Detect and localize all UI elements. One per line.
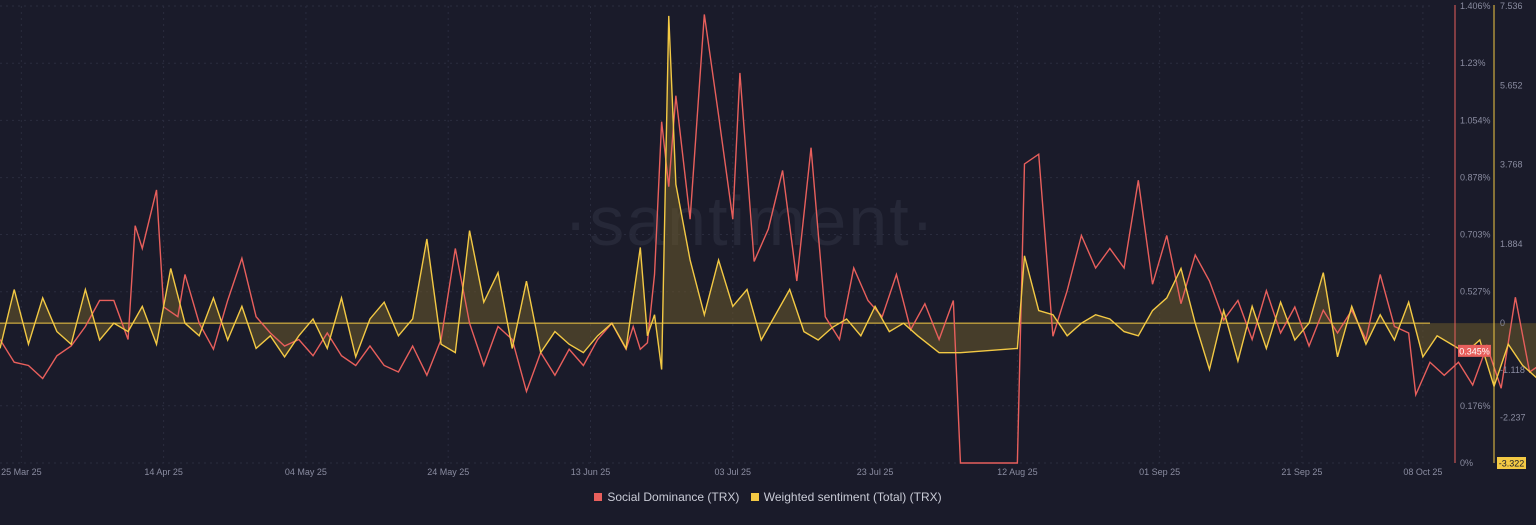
left-axis-tick-label: 1.23% (1460, 58, 1486, 68)
left-axis-tick-label: 0.703% (1460, 230, 1491, 240)
x-axis-tick-label: 21 Sep 25 (1281, 467, 1322, 477)
social-current-badge (1458, 344, 1491, 357)
sentiment-current-value: -3.322 (1499, 459, 1525, 469)
legend-label-sentiment: Weighted sentiment (Total) (TRX) (763, 490, 942, 504)
left-axis-tick-label: 0% (1460, 458, 1473, 468)
weighted-sentiment-line (0, 15, 1536, 389)
x-axis-tick-label: 25 Mar 25 (1, 467, 42, 477)
left-axis-tick-label: 0.527% (1460, 287, 1491, 297)
x-axis-tick-label: 23 Jul 25 (857, 467, 894, 477)
weighted-sentiment-swatch (750, 493, 759, 501)
social-dominance-swatch (594, 493, 603, 501)
x-axis-tick-label: 13 Jun 25 (571, 467, 611, 477)
right-axis-tick-label: -2.237 (1500, 412, 1526, 422)
left-axis-tick-label: 1.054% (1460, 115, 1491, 125)
x-axis-tick-label: 12 Aug 25 (997, 467, 1038, 477)
legend-label-social: Social Dominance (TRX) (607, 490, 740, 504)
left-axis-tick-label: 0.176% (1460, 401, 1491, 411)
x-axis-tick-label: 04 May 25 (285, 467, 327, 477)
right-axis-tick-label: 1.884 (1500, 239, 1523, 249)
right-axis-tick-label: 3.768 (1500, 160, 1523, 170)
x-axis-tick-label: 01 Sep 25 (1139, 467, 1180, 477)
legend-item-social-dominance[interactable]: Social Dominance (TRX) (594, 490, 739, 504)
legend: Social Dominance (TRX) Weighted sentimen… (0, 490, 1536, 504)
social-current-value: 0.345% (1459, 346, 1490, 356)
right-axis-tick-label: 7.536 (1500, 1, 1523, 11)
watermark: ·santiment· (564, 182, 936, 260)
x-axis-tick-label: 14 Apr 25 (144, 467, 183, 477)
left-axis-tick-label: 0.878% (1460, 173, 1491, 183)
left-axis-tick-label: 1.406% (1460, 1, 1491, 11)
sentiment-current-badge (1497, 457, 1526, 469)
social-dominance-line (0, 14, 1536, 464)
right-axis-tick-label: 5.652 (1500, 80, 1523, 90)
x-axis-tick-label: 08 Oct 25 (1403, 467, 1442, 477)
right-axis-tick-label: -1.118 (1500, 365, 1525, 375)
x-axis-tick-label: 03 Jul 25 (715, 467, 752, 477)
legend-item-weighted-sentiment[interactable]: Weighted sentiment (Total) (TRX) (750, 490, 942, 504)
x-axis-tick-label: 24 May 25 (427, 467, 469, 477)
right-axis-tick-label: 0 (1500, 318, 1505, 328)
